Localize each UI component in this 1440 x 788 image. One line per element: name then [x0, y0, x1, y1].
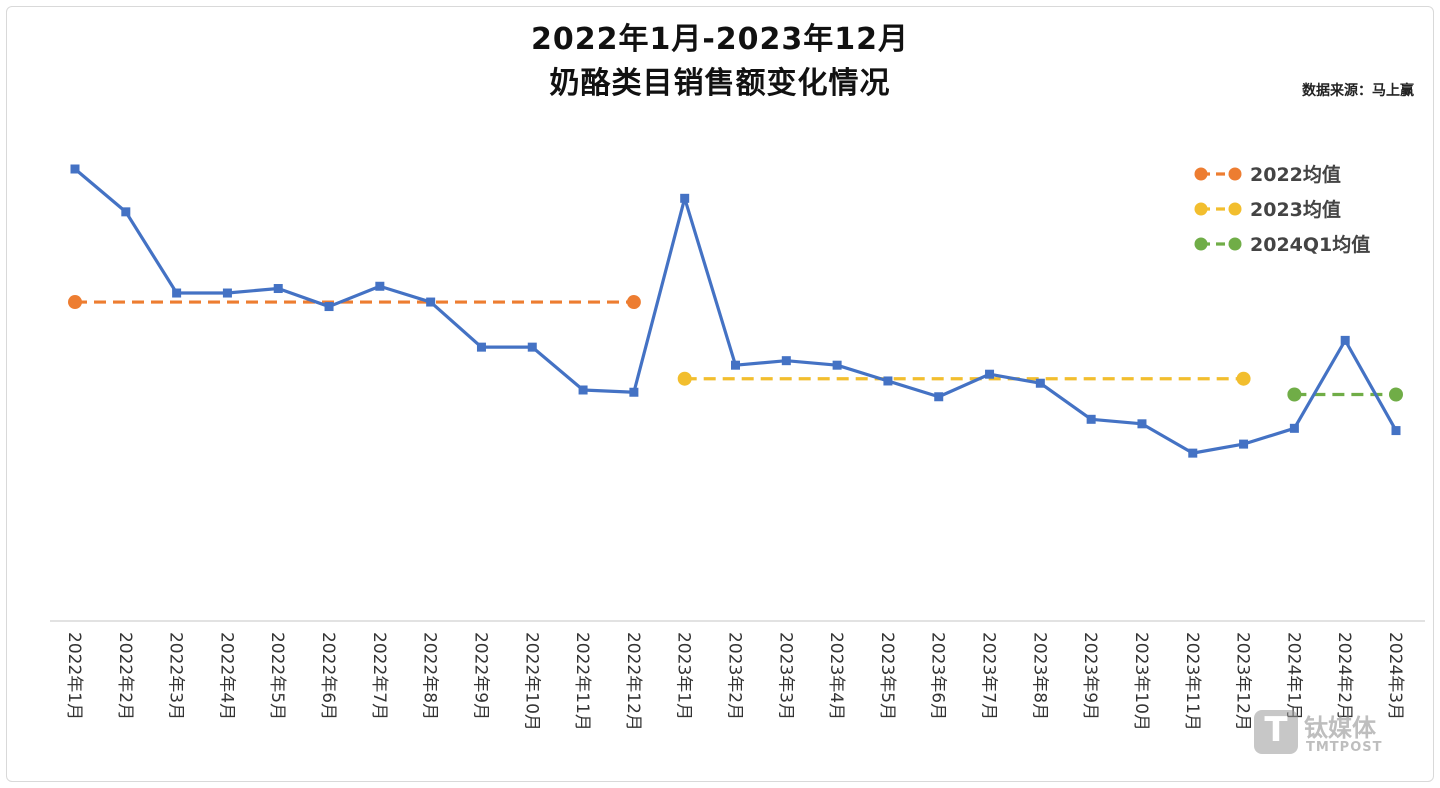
chart-title-line-2: 奶酪类目销售额变化情况 [549, 66, 891, 101]
sales-point-7 [375, 281, 385, 291]
legend-marker-right-3 [1228, 237, 1242, 251]
x-tick-label: 2023年11月 [1182, 632, 1202, 731]
chart-frame [6, 6, 1434, 782]
average-line-3-marker-1 [1287, 387, 1302, 402]
legend-marker-left-2 [1194, 202, 1208, 216]
sales-point-19 [985, 369, 995, 379]
average-line-1-marker-1 [68, 295, 82, 310]
x-tick-label: 2023年5月 [877, 632, 897, 720]
legend-marker-right-2 [1228, 202, 1242, 216]
x-tick-label: 2023年3月 [775, 632, 795, 720]
x-tick-label: 2022年10月 [521, 632, 541, 731]
x-tick-label: 2022年5月 [267, 632, 287, 720]
sales-point-12 [629, 387, 639, 397]
x-tick-label: 2024年3月 [1385, 632, 1405, 720]
x-tick-label: 2023年7月 [979, 632, 999, 720]
sales-point-6 [324, 302, 334, 312]
sales-point-16 [832, 360, 842, 370]
sales-point-14 [731, 360, 740, 370]
sales-point-10 [527, 342, 537, 352]
sales-point-1 [70, 164, 80, 174]
average-line-1-marker-2 [626, 295, 641, 310]
legend-marker-left-1 [1194, 167, 1208, 181]
legend-label-1: 2022均值 [1250, 163, 1341, 186]
sales-point-15 [781, 356, 791, 366]
x-tick-label: 2022年3月 [166, 632, 186, 720]
data-source-note: 数据来源：马上赢 [1302, 83, 1414, 99]
sales-point-20 [1035, 378, 1045, 388]
x-tick-label: 2023年12月 [1233, 632, 1253, 731]
average-line-2-marker-2 [1236, 371, 1251, 386]
sales-point-3 [172, 288, 182, 298]
legend-label-3: 2024Q1均值 [1250, 233, 1370, 256]
x-tick-label: 2022年8月 [420, 632, 440, 720]
x-tick-label: 2024年1月 [1283, 632, 1303, 720]
x-tick-label: 2022年9月 [470, 632, 490, 720]
sales-point-17 [883, 376, 893, 386]
x-tick-label: 2022年7月 [369, 632, 389, 720]
x-tick-label: 2022年4月 [216, 632, 236, 720]
average-line-3-marker-2 [1389, 387, 1403, 402]
x-tick-label: 2022年6月 [318, 632, 338, 720]
legend-marker-left-3 [1194, 237, 1208, 251]
x-tick-label: 2022年11月 [572, 632, 592, 731]
x-tick-label: 2023年10月 [1131, 632, 1151, 731]
sales-point-9 [476, 342, 486, 352]
sales-point-25 [1289, 423, 1299, 433]
x-tick-label: 2022年1月 [64, 632, 84, 720]
sales-point-24 [1239, 439, 1249, 449]
x-tick-label: 2022年12月 [623, 632, 643, 731]
sales-point-2 [121, 207, 131, 217]
sales-point-18 [934, 392, 944, 402]
legend-marker-right-1 [1228, 167, 1242, 181]
chart-title-line-1: 2022年1月-2023年12月 [530, 22, 910, 57]
sales-point-11 [578, 385, 588, 395]
x-tick-label: 2023年1月 [674, 632, 694, 720]
sales-point-4 [222, 288, 232, 298]
sales-point-21 [1086, 414, 1096, 424]
watermark-logo: T 钛媒体 TMTPOST [1254, 708, 1404, 768]
x-tick-label: 2023年9月 [1080, 632, 1100, 720]
sales-point-23 [1188, 448, 1198, 458]
sales-point-22 [1137, 419, 1147, 429]
sales-point-13 [680, 193, 690, 203]
watermark-brand-cn: 钛媒体 [1304, 714, 1376, 742]
x-tick-label: 2023年8月 [1029, 632, 1049, 720]
sales-point-5 [273, 284, 283, 294]
legend-label-2: 2023均值 [1250, 198, 1341, 221]
x-tick-label: 2022年2月 [115, 632, 135, 720]
x-tick-label: 2023年6月 [928, 632, 948, 720]
sales-point-27 [1391, 426, 1401, 436]
sales-point-8 [426, 297, 436, 307]
watermark-logo-letter: T [1264, 710, 1288, 750]
x-tick-label: 2023年4月 [826, 632, 846, 720]
x-tick-label: 2024年2月 [1334, 632, 1354, 720]
watermark-logo-icon [1254, 710, 1298, 754]
average-line-2-marker-1 [677, 371, 692, 386]
x-tick-label: 2023年2月 [725, 632, 745, 720]
sales-point-26 [1340, 335, 1350, 345]
watermark-brand-en: TMTPOST [1306, 740, 1383, 755]
